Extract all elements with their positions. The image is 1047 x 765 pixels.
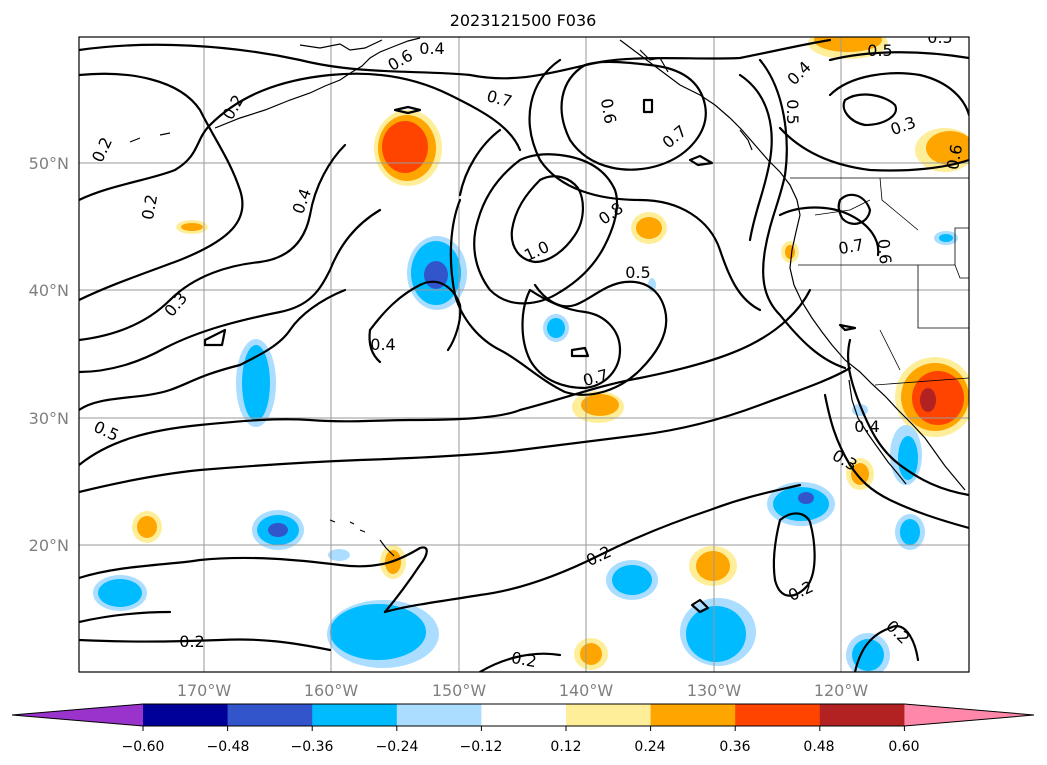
colorbar-segment bbox=[819, 704, 905, 726]
contour-label: 0.5 bbox=[783, 99, 802, 124]
contour-label: 0.5 bbox=[927, 28, 952, 47]
contour-label: 0.6 bbox=[943, 143, 966, 171]
contour-label: 0.4 bbox=[854, 417, 879, 436]
longitude-labels: 170°W 160°W 150°W 140°W 130°W 120°W bbox=[177, 681, 869, 700]
colorbar-segment bbox=[735, 704, 821, 726]
colorbar-extend-left bbox=[12, 704, 143, 726]
lon-label: 170°W bbox=[177, 681, 232, 700]
map-frame bbox=[78, 36, 970, 673]
colorbar: −0.60 −0.48 −0.36 −0.24 −0.12 0.12 0.24 … bbox=[11, 703, 1035, 755]
contour-label: 0.6 bbox=[597, 97, 620, 125]
colorbar-tick-label: −0.48 bbox=[207, 739, 250, 755]
lon-label: 160°W bbox=[304, 681, 359, 700]
contour-label: 0.2 bbox=[138, 193, 161, 221]
colorbar-segment bbox=[396, 704, 482, 726]
colorbar-segment bbox=[227, 704, 313, 726]
colorbar-tick-label: −0.12 bbox=[460, 739, 503, 755]
colorbar-tick-label: 0.12 bbox=[550, 739, 581, 755]
map-area: 0.4 0.6 0.7 0.6 0.2 0.2 0.4 0.3 0.5 0.4 … bbox=[79, 28, 969, 672]
contour-lines bbox=[79, 38, 969, 672]
contour-label: 0.2 bbox=[510, 648, 538, 671]
negative-anomaly-fills bbox=[93, 231, 958, 672]
latitude-labels: 50°N 40°N 30°N 20°N bbox=[29, 154, 69, 555]
contour-label: 0.5 bbox=[867, 41, 892, 60]
colorbar-tick-label: 0.48 bbox=[803, 739, 834, 755]
lon-label: 130°W bbox=[687, 681, 742, 700]
colorbar-tick-label: 0.60 bbox=[888, 739, 919, 755]
colorbar-segment bbox=[143, 704, 229, 726]
colorbar-segment bbox=[481, 704, 567, 726]
contour-label: 0.4 bbox=[419, 39, 444, 58]
contour-label: 0.5 bbox=[625, 263, 650, 282]
colorbar-segment bbox=[650, 704, 736, 726]
contour-label: 0.2 bbox=[179, 632, 204, 651]
colorbar-tick-label: −0.36 bbox=[291, 739, 334, 755]
positive-anomaly-fills bbox=[132, 37, 969, 670]
colorbar-segments bbox=[11, 703, 1035, 731]
lon-label: 150°W bbox=[432, 681, 487, 700]
colorbar-extend-right bbox=[904, 704, 1034, 726]
political-borders bbox=[790, 177, 969, 386]
contour-label: 0.4 bbox=[370, 335, 395, 354]
colorbar-segment bbox=[566, 704, 652, 726]
lat-label: 40°N bbox=[29, 281, 69, 300]
colorbar-segment bbox=[312, 704, 398, 726]
lat-label: 30°N bbox=[29, 409, 69, 428]
lat-label: 20°N bbox=[29, 536, 69, 555]
colorbar-tick-labels: −0.60 −0.48 −0.36 −0.24 −0.12 0.12 0.24 … bbox=[122, 739, 920, 755]
colorbar-tick-label: 0.36 bbox=[719, 739, 750, 755]
contour-label: 0.7 bbox=[837, 235, 865, 258]
figure-title: 2023121500 F036 bbox=[450, 11, 597, 30]
lat-label: 50°N bbox=[29, 154, 69, 173]
lon-label: 140°W bbox=[559, 681, 614, 700]
lon-label: 120°W bbox=[814, 681, 869, 700]
contour-label: 0.6 bbox=[874, 238, 895, 265]
colorbar-tick-label: 0.24 bbox=[634, 739, 665, 755]
colorbar-tick-label: −0.60 bbox=[122, 739, 165, 755]
colorbar-tick-label: −0.24 bbox=[376, 739, 419, 755]
